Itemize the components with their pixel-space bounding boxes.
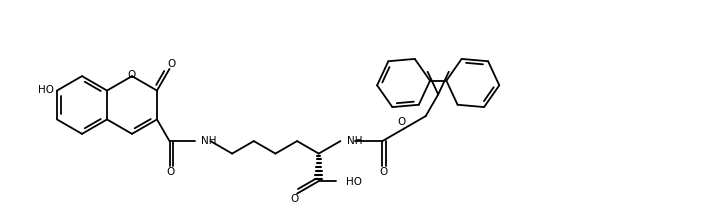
Text: O: O: [168, 59, 176, 69]
Text: O: O: [290, 194, 298, 204]
Text: HO: HO: [346, 177, 362, 187]
Text: NH: NH: [202, 136, 217, 146]
Text: NH: NH: [348, 136, 363, 146]
Text: O: O: [166, 167, 175, 177]
Text: O: O: [379, 167, 388, 177]
Text: O: O: [128, 70, 136, 80]
Text: O: O: [397, 117, 405, 127]
Text: HO: HO: [38, 85, 54, 95]
